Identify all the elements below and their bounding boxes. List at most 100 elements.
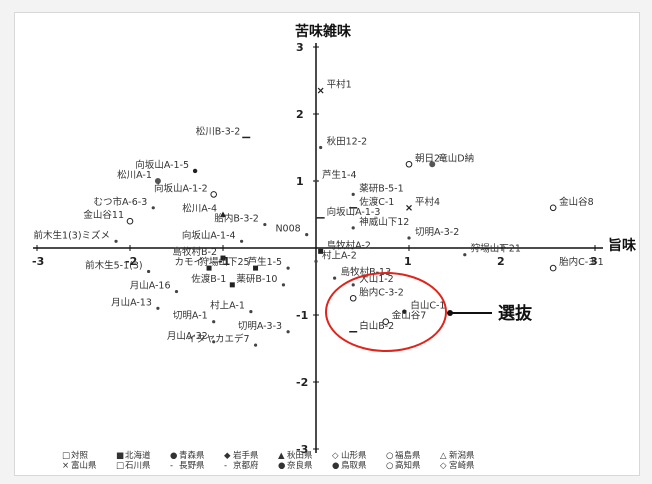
point-marker	[351, 283, 355, 287]
point-label: 秋田12-2	[327, 136, 368, 148]
y-tick-label: 1	[296, 175, 304, 188]
x-tick-label: 2	[497, 255, 505, 268]
data-point: 向坂山A-1-2	[154, 182, 217, 198]
data-point: 芦生1-4	[314, 169, 357, 183]
point-label: 切明A-1	[173, 311, 208, 322]
data-point: 前木生5-1(3)	[85, 259, 151, 274]
legend-label: 高知県	[395, 460, 421, 471]
point-marker	[220, 211, 226, 217]
point-label: 狩場山下21	[471, 243, 521, 255]
point-label: 村上A-1	[210, 300, 245, 312]
data-point: 松川B-3-2	[196, 125, 251, 139]
legend-label: 対照	[71, 450, 89, 461]
legend-label: 長野県	[179, 461, 205, 471]
data-point: 月山A-32	[167, 331, 216, 344]
point-marker	[318, 248, 324, 254]
data-point: むつ市A-6-3	[94, 196, 155, 210]
point-marker	[286, 330, 290, 334]
legend-item: ◆ 岩手県	[224, 450, 259, 461]
point-marker	[333, 276, 337, 280]
point-label: 胎内C-3-1	[559, 256, 604, 268]
point-label: むつ市A-6-3	[94, 196, 148, 208]
point-label: N008	[275, 224, 300, 235]
data-point: 佐渡C-1	[349, 196, 394, 209]
point-label: 平村4	[415, 196, 440, 208]
legend-symbol: ◇	[332, 451, 339, 461]
point-label: 胎内B-3-2	[214, 213, 258, 225]
point-marker	[314, 259, 318, 263]
data-point: 松川A-1	[117, 169, 161, 184]
x-tick-label: -3	[32, 255, 44, 268]
data-point: 向坂山A-1-5	[135, 159, 198, 174]
data-point: 金山谷7	[382, 310, 426, 326]
x-axis-label: 旨味	[608, 238, 636, 254]
point-marker	[212, 340, 216, 344]
legend-item: □ 石川県	[116, 461, 151, 471]
point-label: 白山C-1	[410, 300, 445, 312]
point-label: 薬研B-10	[236, 273, 277, 285]
point-marker	[210, 191, 217, 198]
selection-ellipse	[325, 272, 447, 352]
point-marker	[281, 283, 286, 287]
legend-item: ◇ 山形県	[332, 450, 367, 461]
data-point: 朝日2	[405, 153, 440, 168]
y-tick-label: 2	[296, 108, 304, 121]
point-marker	[192, 168, 198, 174]
y-tick-label: -2	[296, 376, 308, 389]
data-point: 島牧村A-2	[318, 239, 371, 254]
point-marker	[263, 222, 267, 227]
legend-symbol: -	[170, 461, 173, 471]
point-label: カモイ	[175, 257, 204, 268]
legend-symbol: ●	[170, 451, 177, 461]
legend-symbol: △	[440, 451, 447, 461]
legend-item: ▲ 秋田県	[278, 450, 313, 461]
point-label: 切明A-3-2	[415, 227, 459, 238]
legend-item: ■ 北海道	[116, 450, 151, 461]
legend-symbol: ○	[386, 461, 393, 471]
point-marker	[351, 226, 355, 230]
x-tick-label: 3	[590, 255, 598, 268]
x-tick-label: -2	[125, 255, 137, 268]
point-label: 金山谷8	[559, 196, 594, 208]
data-point: 平村4	[406, 196, 440, 211]
point-marker	[406, 204, 412, 211]
point-marker	[126, 217, 134, 225]
legend-item: ● 鳥取県	[332, 460, 367, 471]
point-label: 月山A-13	[111, 297, 152, 308]
point-label: 月山A-32	[167, 331, 208, 342]
data-point: 秋田12-2	[319, 136, 367, 150]
point-marker	[253, 265, 259, 271]
legend-label: 富山県	[71, 460, 97, 471]
y-axis-label: 苦味雑味	[295, 23, 351, 40]
data-point: 芦生1-5	[248, 256, 290, 270]
point-marker	[174, 289, 179, 294]
point-marker	[212, 320, 216, 324]
data-point: 薬研B-5-1	[351, 182, 404, 196]
point-label: 前木生1(3)ミズメ	[34, 229, 111, 241]
point-marker	[407, 236, 411, 240]
legend-item: ● 青森県	[170, 450, 205, 461]
point-label: 芦生1-5	[248, 256, 283, 268]
point-label: 朝日2	[415, 153, 440, 164]
legend-label: 福島県	[395, 450, 421, 461]
data-point: 向坂山A-1-4	[182, 229, 244, 243]
data-point: 村上A-1	[210, 300, 253, 314]
legend-item: □ 対照	[62, 450, 89, 461]
point-marker	[429, 161, 436, 168]
data-point: 切明A-3-2	[407, 227, 459, 240]
legend-item: ○ 高知県	[386, 460, 421, 471]
point-label: 島牧村A-2	[327, 239, 371, 251]
legend-item: ○ 福島県	[386, 450, 421, 461]
legend-label: 山形県	[341, 450, 367, 461]
selection-callout: 選抜	[498, 303, 533, 324]
data-point: 胎内C-3-2	[349, 286, 404, 302]
point-marker	[351, 192, 355, 196]
point-marker	[253, 343, 258, 347]
point-label: 竜山D納	[438, 152, 474, 164]
x-tick-label: 1	[404, 255, 412, 268]
data-point: 薬研B-10	[236, 273, 286, 287]
data-point: 前木生1(3)ミズメ	[34, 229, 118, 243]
point-label: 金山谷11	[83, 209, 124, 221]
point-label: 佐渡C-1	[359, 196, 394, 208]
